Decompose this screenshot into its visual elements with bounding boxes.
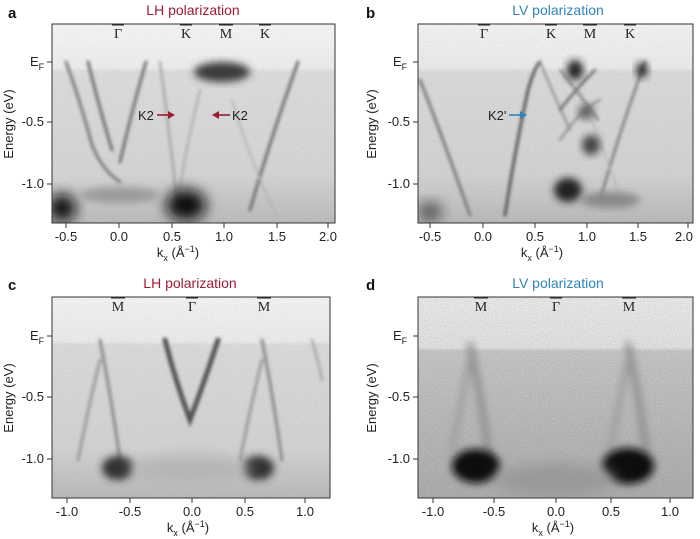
panel-d-y-axis: Energy (eV) EF -0.5 -1.0 (364, 328, 418, 466)
symmetry-k: K (546, 27, 556, 42)
x-tick-label: 0.5 (163, 229, 181, 244)
panel-c-symmetry-labels: M Γ M (111, 297, 271, 315)
x-tick-label: 0.5 (602, 504, 620, 519)
panel-d-spectrum (418, 297, 693, 498)
panel-d-x-axis: -1.0 -0.5 0.0 0.5 1.0 kx (Å−1) (422, 498, 679, 538)
panel-a-label: a (8, 5, 17, 22)
x-tick-label: 1.0 (578, 229, 596, 244)
x-tick-label: 1.5 (629, 229, 647, 244)
y-tick-label: -1.0 (388, 451, 410, 466)
x-tick-label: 0.0 (547, 504, 565, 519)
panel-b-frame (417, 23, 694, 224)
panel-d: d LV polarization M Γ M Energy (eV (364, 275, 694, 538)
x-axis-title: kx (Å−1) (532, 519, 574, 538)
x-axis-title: kx (Å−1) (521, 244, 563, 263)
x-tick-label: -1.0 (56, 504, 78, 519)
arrow-k2-prime (509, 111, 527, 119)
symmetry-m: M (258, 300, 271, 315)
ef-label: EF (393, 328, 408, 346)
ef-label: EF (30, 54, 45, 72)
x-tick-label: 2.0 (675, 229, 693, 244)
symmetry-gamma: Γ (552, 300, 560, 315)
symmetry-gamma: Γ (114, 27, 122, 42)
symmetry-m: M (584, 27, 597, 42)
x-tick-label: -0.5 (419, 229, 441, 244)
x-tick-label: -0.5 (119, 504, 141, 519)
panel-b: b LV polarization (364, 2, 694, 263)
panel-b-label: b (366, 5, 375, 22)
panel-d-title: LV polarization (512, 275, 604, 291)
x-tick-label: -1.0 (422, 504, 444, 519)
y-tick-label: -1.0 (22, 451, 44, 466)
symmetry-k: K (625, 27, 635, 42)
panel-c-y-axis: Energy (eV) EF -0.5 -1.0 (1, 328, 52, 466)
symmetry-m: M (112, 300, 125, 315)
panel-c-spectrum (52, 297, 330, 498)
panel-c-x-axis: -1.0 -0.5 0.0 0.5 1.0 kx (Å−1) (56, 498, 314, 538)
panel-a-title: LH polarization (146, 2, 239, 18)
panel-d-label: d (366, 277, 375, 294)
symmetry-k: K (260, 27, 270, 42)
panel-b-spectrum (418, 24, 693, 223)
panel-c-title: LH polarization (143, 275, 236, 291)
y-tick-label: -1.0 (388, 176, 410, 191)
x-tick-label: 2.0 (319, 229, 337, 244)
ef-label: EF (393, 54, 408, 72)
annotation-k2-right: K2 (232, 108, 248, 123)
arrow-k2-right (212, 111, 230, 119)
panel-b-x-axis: -0.5 0.0 0.5 1.0 1.5 2.0 kx (Å−1) (419, 223, 693, 263)
panel-b-y-axis: Energy (eV) EF -0.5 -1.0 (364, 54, 418, 191)
x-tick-label: 0.0 (183, 504, 201, 519)
symmetry-gamma: Γ (480, 27, 488, 42)
y-axis-title: Energy (eV) (364, 363, 379, 432)
x-tick-label: -0.5 (483, 504, 505, 519)
panel-a-y-axis: Energy (eV) EF -0.5 -1.0 (1, 54, 52, 191)
y-tick-label: -0.5 (22, 114, 44, 129)
y-axis-title: Energy (eV) (364, 89, 379, 158)
symmetry-gamma: Γ (188, 300, 196, 315)
y-axis-title: Energy (eV) (1, 89, 16, 158)
panel-b-symmetry-labels: Γ K M K (478, 24, 636, 42)
symmetry-m: M (475, 300, 488, 315)
x-tick-label: 1.0 (661, 504, 679, 519)
x-axis-title: kx (Å−1) (157, 244, 199, 263)
ef-label: EF (30, 328, 45, 346)
arrow-k2-left (157, 111, 175, 119)
x-tick-label: 0.0 (474, 229, 492, 244)
panel-a-x-axis: -0.5 0.0 0.5 1.0 1.5 2.0 kx (Å−1) (55, 223, 337, 263)
symmetry-k: K (181, 27, 191, 42)
panel-b-title: LV polarization (512, 2, 604, 18)
y-axis-title: Energy (eV) (1, 363, 16, 432)
panel-a: a LH polarization Γ K (1, 2, 337, 263)
symmetry-m: M (220, 27, 233, 42)
x-tick-label: 1.0 (296, 504, 314, 519)
panel-a-spectrum (52, 24, 335, 223)
panel-a-frame (51, 23, 336, 224)
y-tick-label: -0.5 (388, 114, 410, 129)
panel-d-symmetry-labels: M Γ M (474, 297, 636, 315)
annotation-k2-prime: K2' (488, 108, 506, 123)
x-axis-title: kx (Å−1) (167, 519, 209, 538)
x-tick-label: 0.5 (236, 504, 254, 519)
panel-a-symmetry-labels: Γ K M K (112, 24, 271, 42)
panel-c: c LH polarization M Γ M (1, 275, 331, 538)
panel-c-label: c (8, 277, 16, 294)
x-tick-label: 0.0 (110, 229, 128, 244)
y-tick-label: -0.5 (388, 389, 410, 404)
x-tick-label: -0.5 (55, 229, 77, 244)
x-tick-label: 1.0 (215, 229, 233, 244)
x-tick-label: 1.5 (268, 229, 286, 244)
y-tick-label: -1.0 (22, 176, 44, 191)
x-tick-label: 0.5 (526, 229, 544, 244)
symmetry-m: M (623, 300, 636, 315)
y-tick-label: -0.5 (22, 389, 44, 404)
annotation-k2-left: K2 (138, 108, 154, 123)
